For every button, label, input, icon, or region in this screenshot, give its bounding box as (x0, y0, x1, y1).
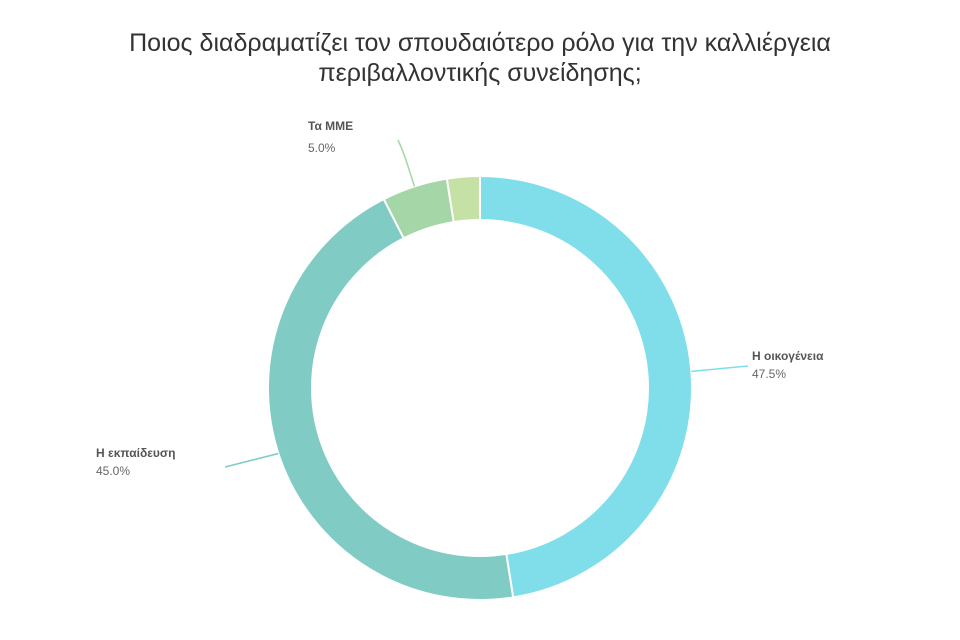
slice-η-οικογένεια[interactable] (479, 174, 693, 599)
slice-value-η-οικογένεια: 47.5% (752, 367, 786, 381)
leader-line-η-οικογένεια (691, 365, 749, 373)
chart-title-line-1: Ποιος διαδραματίζει τον σπουδαιότερο ρόλ… (129, 29, 831, 57)
slice-label-τα-μμε: Τα ΜΜΕ (308, 119, 353, 133)
leader-line-τα-μμε (397, 139, 416, 187)
slice-label-η-οικογένεια: Η οικογένεια (752, 349, 824, 363)
slice-value-τα-μμε: 5.0% (308, 141, 336, 155)
slice-value-η-εκπαίδευση: 45.0% (96, 464, 130, 478)
slice-η-εκπαίδευση[interactable] (267, 197, 515, 601)
chart-title-line-2: περιβαλλοντικής συνείδησης; (318, 59, 642, 87)
slice-label-η-εκπαίδευση: Η εκπαίδευση (96, 446, 175, 460)
donut-slices (267, 174, 693, 601)
slice-slice-4[interactable] (445, 174, 481, 224)
chart-title: Ποιος διαδραματίζει τον σπουδαιότερο ρόλ… (0, 28, 960, 88)
slice-labels: Η οικογένεια 47.5% Η εκπαίδευση 45.0% Τα ΜΜΕ… (96, 119, 824, 478)
leader-line-η-εκπαίδευση (224, 452, 279, 468)
